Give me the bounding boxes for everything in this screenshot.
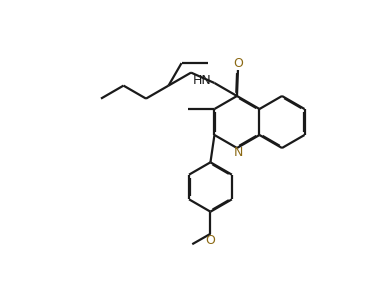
- Text: HN: HN: [193, 74, 212, 86]
- Text: O: O: [233, 56, 243, 69]
- Text: N: N: [233, 146, 243, 158]
- Text: O: O: [206, 234, 215, 247]
